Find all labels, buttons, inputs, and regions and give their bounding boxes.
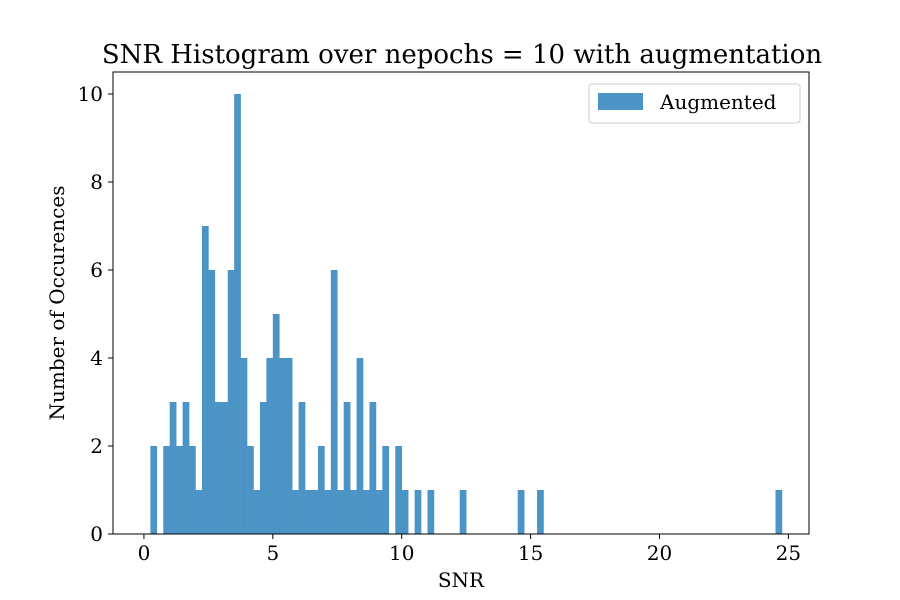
histogram-bar <box>195 490 203 534</box>
y-tick-label: 10 <box>78 82 103 106</box>
x-tick-label: 25 <box>776 541 801 565</box>
histogram-bar <box>298 402 306 534</box>
y-tick-label: 4 <box>90 346 103 370</box>
chart-title: SNR Histogram over nepochs = 10 with aug… <box>102 40 823 70</box>
histogram-bar <box>775 490 783 534</box>
histogram-bar <box>337 490 345 534</box>
histogram-bar <box>227 270 235 534</box>
histogram-bar <box>214 402 222 534</box>
histogram-bar <box>189 446 196 534</box>
x-tick-label: 20 <box>647 541 672 565</box>
y-tick-label: 6 <box>90 258 103 282</box>
histogram-bar <box>363 490 370 534</box>
histogram-bar <box>150 446 158 534</box>
histogram-bar <box>272 314 280 534</box>
histogram-bar <box>292 490 299 534</box>
x-tick-label: 5 <box>266 541 279 565</box>
histogram-bar <box>517 490 525 534</box>
histogram-bar <box>259 402 267 534</box>
histogram-bar <box>247 446 254 534</box>
plot-frame <box>112 71 810 535</box>
histogram-bar <box>382 446 390 534</box>
bars-group <box>150 94 783 534</box>
histogram-bar <box>234 94 241 534</box>
histogram-bar <box>221 402 229 534</box>
histogram-bar <box>266 358 274 534</box>
histogram-bar <box>414 490 422 534</box>
histogram-bar <box>253 490 261 534</box>
histogram-bar <box>285 358 293 534</box>
histogram-bar <box>401 490 409 534</box>
histogram-bar <box>208 270 216 534</box>
histogram-bar <box>375 490 383 534</box>
ticks-group: 0 5 10 15 20 25 0 2 4 6 8 10 <box>78 82 802 565</box>
histogram-bar <box>176 446 183 534</box>
legend-swatch <box>598 93 643 110</box>
histogram-bar <box>240 358 248 534</box>
histogram-bar <box>305 490 312 534</box>
histogram-bar <box>317 446 325 534</box>
x-tick-label: 0 <box>138 541 151 565</box>
histogram-bar <box>182 402 190 534</box>
histogram-bar <box>279 358 287 534</box>
x-tick-label: 15 <box>518 541 543 565</box>
histogram-bar <box>324 490 332 534</box>
histogram-bar <box>330 270 338 534</box>
histogram-bar <box>427 490 435 534</box>
y-tick-label: 0 <box>90 522 103 546</box>
histogram-bar <box>537 490 544 534</box>
x-tick-label: 10 <box>389 541 414 565</box>
histogram-bar <box>459 490 467 534</box>
x-axis-label: SNR <box>438 568 485 592</box>
y-tick-label: 2 <box>90 434 103 458</box>
histogram-bar <box>395 446 403 534</box>
y-tick-label: 8 <box>90 170 103 194</box>
histogram-bar <box>201 226 209 534</box>
legend: Augmented <box>588 83 801 124</box>
histogram-bar <box>350 490 357 534</box>
histogram-bar <box>343 402 351 534</box>
legend-label: Augmented <box>659 90 777 114</box>
histogram-bar <box>163 446 171 534</box>
histogram-bar <box>311 490 319 534</box>
histogram-bar <box>369 402 377 534</box>
histogram-bar <box>356 358 364 534</box>
y-axis-label: Number of Occurences <box>45 186 69 421</box>
histogram-bar <box>169 402 177 534</box>
